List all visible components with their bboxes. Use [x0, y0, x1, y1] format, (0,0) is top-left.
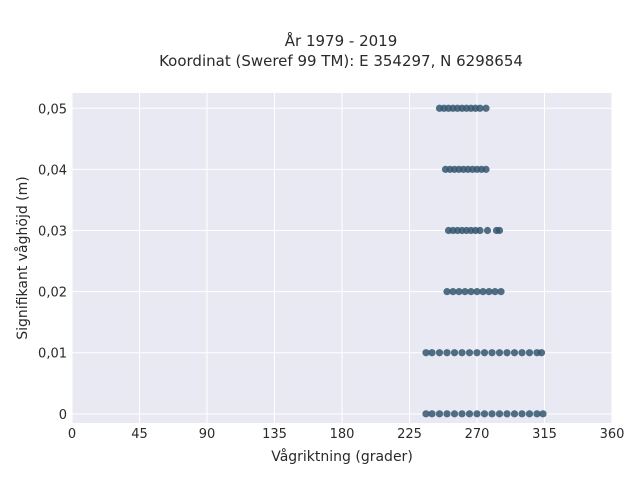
data-point	[458, 349, 466, 357]
data-point	[435, 410, 444, 418]
data-point	[482, 104, 490, 112]
y-axis-label: Signifikant våghöjd (m)	[14, 176, 31, 339]
data-point	[450, 410, 459, 418]
data-point	[455, 288, 463, 296]
data-point	[473, 410, 481, 418]
data-point	[443, 410, 451, 418]
data-point	[537, 349, 546, 357]
x-tick-label: 0	[68, 427, 76, 442]
data-point	[488, 410, 496, 418]
data-point	[473, 349, 481, 357]
y-tick-label: 0,01	[38, 347, 67, 362]
data-point	[491, 288, 499, 296]
x-tick-label: 135	[262, 427, 287, 442]
data-point	[495, 410, 504, 418]
data-point	[467, 288, 475, 296]
data-point	[503, 349, 511, 357]
data-point	[518, 410, 526, 418]
data-point	[510, 410, 519, 418]
data-point	[465, 410, 474, 418]
data-point	[533, 410, 541, 418]
data-point	[479, 288, 487, 296]
data-point	[428, 349, 436, 357]
data-point	[539, 410, 547, 418]
y-tick-label: 0,02	[38, 286, 67, 301]
data-point	[422, 349, 430, 357]
data-point	[458, 410, 466, 418]
x-tick-label: 270	[465, 427, 490, 442]
data-point	[503, 410, 511, 418]
data-point	[435, 349, 444, 357]
data-point	[518, 349, 526, 357]
data-point	[497, 288, 505, 296]
data-point	[525, 410, 534, 418]
data-point	[476, 104, 484, 112]
data-point	[483, 226, 492, 235]
data-points	[422, 104, 547, 418]
x-tick-label: 90	[199, 427, 216, 442]
data-point	[482, 165, 490, 173]
data-point	[443, 349, 451, 357]
x-tick-label: 225	[397, 427, 422, 442]
data-point	[450, 349, 459, 357]
y-tick-label: 0,04	[38, 163, 67, 178]
data-point	[480, 410, 489, 418]
data-point	[428, 410, 436, 418]
data-point	[449, 288, 457, 296]
data-point	[510, 349, 519, 357]
data-point	[525, 349, 534, 357]
x-tick-label: 360	[600, 427, 625, 442]
data-point	[495, 226, 504, 235]
y-tick-label: 0,03	[38, 225, 67, 240]
data-point	[488, 349, 496, 357]
y-tick-label: 0,05	[38, 102, 67, 117]
data-point	[465, 349, 474, 357]
chart-title-line-2: Koordinat (Sweref 99 TM): E 354297, N 62…	[159, 52, 523, 70]
data-point	[443, 288, 451, 296]
data-point	[461, 288, 469, 296]
x-axis-ticks: 0 45 90 135 180 225 270 315 360	[68, 427, 625, 442]
data-point	[495, 349, 504, 357]
x-axis-label: Vågriktning (grader)	[271, 448, 413, 465]
y-tick-label: 0	[59, 408, 67, 423]
x-tick-label: 180	[330, 427, 355, 442]
data-point	[473, 288, 481, 296]
x-tick-label: 315	[532, 427, 557, 442]
data-point	[476, 226, 484, 235]
data-point	[422, 410, 430, 418]
x-tick-label: 45	[131, 427, 148, 442]
chart-title-line-1: År 1979 - 2019	[285, 31, 398, 50]
data-point	[480, 349, 489, 357]
data-point	[485, 288, 493, 296]
y-axis-ticks: 0 0,01 0,02 0,03 0,04 0,05	[38, 102, 67, 423]
